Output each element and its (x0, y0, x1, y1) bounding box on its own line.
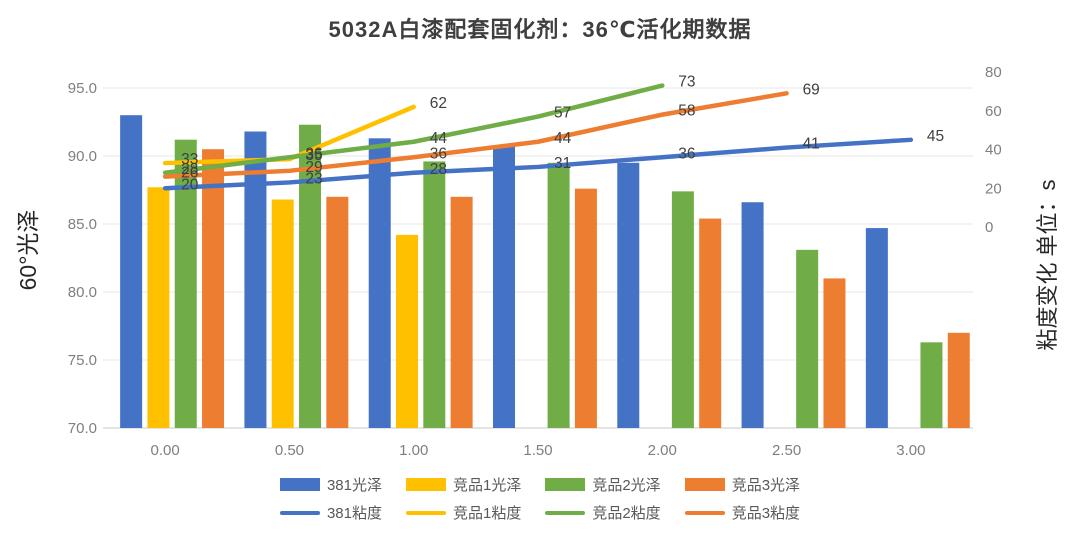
bar-竞品1光泽-0.50 (271, 199, 294, 428)
legend-bar-swatch (545, 478, 586, 491)
bar-381光泽-2.00 (617, 162, 640, 429)
bar-381光泽-1.00 (368, 138, 391, 428)
bar-竞品2光泽-0.50 (299, 124, 322, 428)
left-axis-tick-label: 70.0 (68, 420, 97, 437)
legend-item-竞品1粘度: 竞品1粘度 (406, 502, 521, 523)
left-axis-tick-label: 80.0 (68, 284, 97, 301)
bar-381光泽-2.50 (741, 202, 764, 428)
data-label-381粘度-2.00: 36 (678, 145, 695, 162)
data-label-竞品1粘度-0.00: 33 (181, 151, 198, 168)
bar-竞品2光泽-2.00 (671, 191, 694, 428)
x-axis-tick-label: 2.50 (772, 442, 801, 459)
legend-item-竞品3粘度: 竞品3粘度 (684, 502, 801, 523)
chart-title: 5032A白漆配套固化剂：36℃活化期数据 (328, 17, 752, 42)
x-axis-tick-label: 0.50 (275, 442, 304, 459)
legend-item-竞品2光泽: 竞品2光泽 (545, 474, 661, 495)
bar-竞品1光泽-1.00 (396, 234, 419, 428)
right-axis-tick-label: 40 (985, 142, 1002, 159)
legend-item-竞品1光泽: 竞品1光泽 (406, 474, 521, 495)
x-axis-tick-label: 1.50 (523, 442, 552, 459)
bar-竞品3光泽-2.50 (823, 278, 846, 428)
right-axis-tick-label: 20 (985, 180, 1002, 197)
data-label-381粘度-1.50: 31 (554, 155, 571, 172)
right-axis-tick-label: 0 (985, 219, 993, 236)
bar-竞品3光泽-3.00 (947, 332, 970, 428)
data-label-竞品3粘度-0.00: 26 (181, 165, 198, 182)
bar-竞品2光泽-0.00 (174, 139, 197, 428)
bar-竞品3光泽-1.50 (574, 188, 597, 428)
right-axis-title: 粘度变化 单位：s (1035, 179, 1060, 351)
legend-item-381光泽: 381光泽 (279, 474, 382, 495)
bar-381光泽-0.00 (120, 115, 143, 428)
legend-item-label: 381粘度 (326, 505, 382, 522)
line-竞品2粘度 (162, 83, 665, 175)
bar-381光泽-3.00 (865, 228, 888, 428)
bar-竞品3光泽-0.00 (202, 149, 225, 428)
data-label-竞品1粘度-0.50: 35 (305, 147, 322, 164)
left-axis-tick-label: 95.0 (68, 80, 97, 97)
data-label-竞品3粘度-2.00: 58 (678, 103, 695, 120)
data-label-竞品2粘度-0.00: 28 (181, 161, 198, 178)
line-381粘度 (162, 137, 914, 191)
legend-item-label: 竞品1光泽 (453, 477, 522, 494)
x-axis-tick-label: 2.00 (648, 442, 677, 459)
data-label-竞品3粘度-1.50: 44 (554, 130, 572, 147)
right-axis-tick-label: 60 (985, 103, 1002, 120)
bar-竞品1光泽-0.00 (147, 187, 170, 428)
data-label-竞品2粘度-2.00: 73 (678, 74, 695, 91)
legend-line-swatch (406, 510, 446, 515)
bar-竞品2光泽-3.00 (920, 342, 943, 428)
bar-381光泽-0.50 (244, 131, 267, 428)
legend-item-label: 竞品2光泽 (592, 477, 661, 494)
bar-竞品3光泽-1.00 (450, 196, 473, 428)
bar-竞品2光泽-1.00 (423, 161, 446, 428)
legend-bar-swatch (406, 478, 446, 491)
legend-bar-swatch (279, 478, 320, 491)
legend-item-竞品3光泽: 竞品3光泽 (684, 474, 801, 495)
legend-item-label: 竞品1粘度 (453, 505, 522, 522)
line-竞品3粘度 (162, 91, 789, 179)
legend-bar-swatch (684, 478, 725, 491)
left-axis-title: 60°光泽 (15, 209, 41, 291)
data-label-竞品3粘度-0.50: 29 (305, 159, 322, 176)
legend-line-swatch (684, 510, 725, 515)
data-label-381粘度-2.50: 41 (803, 136, 820, 153)
bar-竞品3光泽-0.50 (326, 196, 349, 428)
left-axis-tick-label: 85.0 (68, 216, 97, 233)
x-axis-tick-label: 3.00 (896, 442, 925, 459)
bar-381光泽-1.50 (493, 146, 515, 429)
legend-item-label: 竞品2粘度 (592, 505, 661, 522)
right-axis-tick-label: 80 (985, 64, 1002, 81)
left-axis-tick-label: 75.0 (68, 352, 97, 369)
data-label-竞品1粘度-1.00: 62 (430, 95, 447, 112)
bar-竞品2光泽-2.50 (796, 249, 819, 428)
bar-竞品2光泽-1.50 (547, 162, 570, 429)
data-label-381粘度-3.00: 45 (927, 128, 944, 145)
legend-line-swatch (279, 510, 320, 515)
legend-item-381粘度: 381粘度 (279, 502, 382, 523)
data-label-竞品2粘度-0.50: 36 (305, 145, 322, 162)
data-label-381粘度-0.00: 20 (181, 176, 199, 193)
data-label-381粘度-1.00: 28 (430, 161, 447, 178)
left-axis-tick-label: 90.0 (68, 148, 97, 165)
x-axis-tick-label: 1.00 (399, 442, 428, 459)
bar-竞品3光泽-2.00 (699, 218, 722, 428)
legend-item-竞品2粘度: 竞品2粘度 (545, 502, 661, 523)
data-label-竞品2粘度-1.00: 44 (430, 130, 448, 147)
data-label-竞品3粘度-2.50: 69 (803, 81, 820, 98)
legend-item-label: 381光泽 (326, 477, 382, 494)
legend-row-viscosity: 381粘度 竞品1粘度 竞品2粘度 竞品3粘度 (0, 502, 1080, 523)
data-label-竞品2粘度-1.50: 57 (554, 105, 571, 122)
data-label-竞品3粘度-1.00: 36 (430, 145, 447, 162)
x-axis-tick-label: 0.00 (151, 442, 180, 459)
legend-line-swatch (545, 510, 586, 515)
data-label-381粘度-0.50: 23 (305, 170, 322, 187)
legend-row-gloss: 381光泽 竞品1光泽 竞品2光泽 竞品3光泽 (0, 474, 1080, 495)
legend-item-label: 竞品3粘度 (731, 505, 801, 522)
legend-item-label: 竞品3光泽 (731, 477, 801, 494)
